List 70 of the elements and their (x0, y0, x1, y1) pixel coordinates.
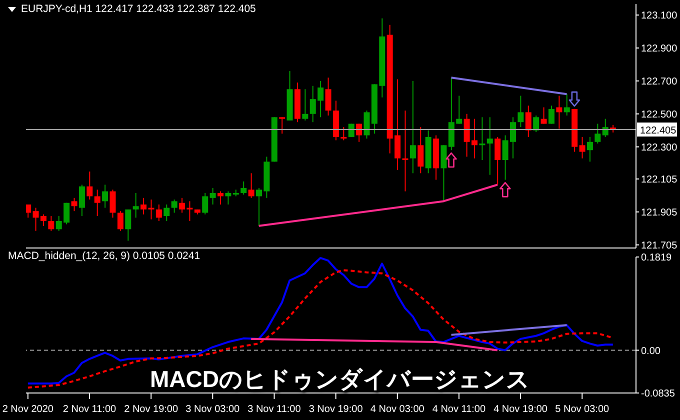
candlestick (171, 199, 178, 214)
candlestick (494, 136, 501, 186)
y-tick-label: 0.00 (641, 346, 661, 357)
candlestick (94, 189, 100, 217)
candlestick (102, 184, 108, 208)
point (446, 152, 457, 168)
candlestick (218, 190, 224, 206)
y-tick-label: 122.300 (641, 142, 678, 154)
candlestick (164, 204, 170, 222)
candlestick (78, 184, 85, 217)
candlestick (48, 216, 54, 232)
x-tick-label: 2 Nov 19:00 (124, 404, 178, 415)
y-tick-label: 122.105 (641, 174, 678, 186)
candlestick (402, 110, 408, 192)
candlestick (479, 116, 486, 161)
candlestick (518, 95, 524, 128)
candlestick (586, 136, 593, 162)
candlestick (71, 197, 78, 212)
candlestick (302, 88, 308, 121)
chart-title: MACD_hidden_(12, 26, 9) 0.0105 0.0241 (8, 250, 200, 262)
candlestick (340, 126, 347, 141)
x-tick-label: 3 Nov 11:00 (248, 404, 302, 415)
annotation: MACDのヒドゥンダイバージェンス (150, 366, 530, 392)
x-tick-label: 3 Nov 19:00 (308, 404, 364, 415)
candlestick (579, 136, 586, 159)
candlestick (540, 106, 547, 124)
candlestick (210, 188, 216, 206)
candlestick (279, 116, 286, 134)
y-tick-label: 123.100 (641, 10, 678, 22)
chart-title: EURJPY-cd,H1 122.417 122.433 122.387 122.405 (21, 3, 256, 15)
candlestick (132, 192, 139, 218)
x-tick-label: 4 Nov 19:00 (494, 404, 548, 415)
ref-line-label: 122.405 (640, 126, 677, 137)
x-tick-label: 5 Nov 03:00 (555, 404, 610, 415)
x-tick-label: 4 Nov 11:00 (432, 404, 486, 415)
candlestick (594, 123, 601, 144)
candlestick (548, 105, 554, 124)
candlestick (410, 80, 416, 174)
x-tick-label: 3 Nov 03:00 (186, 404, 240, 415)
candlestick (486, 116, 493, 176)
candlestick (525, 105, 532, 138)
y-tick-label: 121.905 (641, 207, 678, 218)
x-tick-label: 2 Nov 11:00 (62, 404, 117, 415)
y-tick-label: 121.705 (641, 240, 678, 252)
candlestick (564, 94, 570, 116)
candlestick (325, 77, 332, 116)
candlestick (533, 115, 540, 133)
candlestick (225, 190, 232, 206)
candlestick (86, 171, 93, 200)
candlestick (26, 204, 32, 218)
point (568, 91, 580, 107)
candlestick (125, 208, 132, 242)
candlestick (418, 126, 424, 174)
y-tick-label: -0.0835 (641, 388, 676, 400)
candlestick (202, 192, 208, 215)
candlestick (240, 180, 247, 196)
y-tick-label: 122.700 (641, 76, 678, 88)
candlestick (156, 204, 162, 222)
x-tick-label: 4 Nov 03:00 (370, 404, 425, 415)
candlestick (440, 144, 447, 202)
y-tick-label: 122.900 (641, 44, 678, 55)
candlestick (556, 95, 562, 130)
x-tick-label: 2 Nov 2020 (2, 404, 54, 415)
y-tick-label: 0.1819 (641, 252, 672, 264)
candlestick (117, 210, 124, 232)
candlestick (110, 189, 116, 218)
candlestick (248, 172, 254, 198)
point (500, 182, 511, 198)
y-tick-label: 122.500 (641, 109, 678, 120)
candlestick (602, 118, 608, 138)
